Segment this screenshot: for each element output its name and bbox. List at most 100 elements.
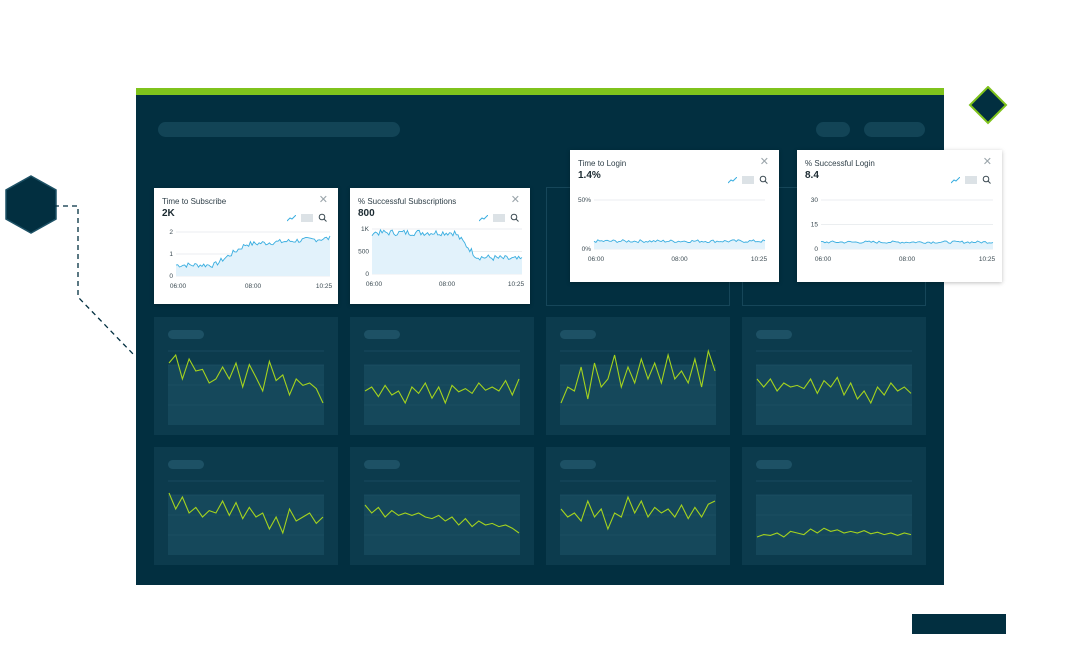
x-tick-label: 08:00 xyxy=(245,283,262,290)
zoom-icon[interactable] xyxy=(982,171,991,189)
close-icon[interactable]: ✕ xyxy=(982,156,992,168)
metric-card-successful-login[interactable]: 30 15 0 06:00 08:00 10:25 % Successful Login … xyxy=(797,150,1002,282)
line-chart-icon[interactable] xyxy=(950,171,961,189)
metric-card-time-to-login[interactable]: 50% 0% 06:00 08:00 10:25 Time to Login 1.4% … xyxy=(570,150,779,282)
y-tick-label: 0 xyxy=(814,246,818,253)
widget-placeholder[interactable] xyxy=(546,447,730,565)
header-button-placeholder[interactable] xyxy=(816,122,850,137)
series-line xyxy=(371,228,523,262)
bar-chart-icon[interactable] xyxy=(742,176,754,184)
y-tick-label: 1 xyxy=(169,251,173,258)
diamond-icon xyxy=(968,86,1008,125)
bar-chart-icon[interactable] xyxy=(965,176,977,184)
y-tick-label: 30 xyxy=(811,197,819,204)
widget-placeholder[interactable] xyxy=(154,317,338,435)
card-value: 1.4% xyxy=(578,170,601,181)
bar-chart-icon[interactable] xyxy=(493,214,505,222)
zoom-icon[interactable] xyxy=(759,171,768,189)
sparkline xyxy=(168,480,324,555)
line-chart-icon[interactable] xyxy=(478,209,489,227)
line-chart-icon[interactable] xyxy=(727,171,738,189)
x-tick-label: 08:00 xyxy=(439,281,456,288)
x-tick-label: 08:00 xyxy=(899,256,916,263)
y-tick-label: 0% xyxy=(582,246,592,253)
line-chart-icon[interactable] xyxy=(286,209,297,227)
area-fill xyxy=(372,229,522,274)
sparkline-path xyxy=(168,492,324,535)
sparkline xyxy=(756,350,912,425)
x-tick-label: 10:25 xyxy=(979,256,996,263)
bar-chart-icon[interactable] xyxy=(301,214,313,222)
sparkline-path xyxy=(168,353,324,404)
y-tick-label: 500 xyxy=(358,249,369,256)
widget-placeholder[interactable] xyxy=(154,447,338,565)
card-value: 800 xyxy=(358,208,375,219)
x-tick-label: 06:00 xyxy=(588,256,605,263)
sparkline xyxy=(560,480,716,555)
sparkline xyxy=(168,350,324,425)
widget-placeholder[interactable] xyxy=(350,447,534,565)
card-title: % Successful Login xyxy=(805,159,875,168)
zoom-icon[interactable] xyxy=(510,209,519,227)
header-button-placeholder[interactable] xyxy=(864,122,925,137)
widget-placeholder[interactable] xyxy=(742,317,926,435)
accent-bar xyxy=(136,88,944,95)
widget-placeholder[interactable] xyxy=(350,317,534,435)
x-tick-label: 06:00 xyxy=(170,283,187,290)
y-tick-label: 2 xyxy=(169,229,173,236)
sparkline-path xyxy=(364,378,520,405)
card-title: % Successful Subscriptions xyxy=(358,197,457,206)
x-tick-label: 06:00 xyxy=(815,256,832,263)
x-tick-label: 10:25 xyxy=(751,256,768,263)
label-placeholder xyxy=(364,460,400,469)
x-tick-label: 10:25 xyxy=(508,281,525,288)
card-title: Time to Login xyxy=(578,159,627,168)
widget-placeholder[interactable] xyxy=(742,447,926,565)
close-icon[interactable]: ✕ xyxy=(510,194,520,206)
area-fill xyxy=(821,240,993,249)
close-icon[interactable]: ✕ xyxy=(318,194,328,206)
x-tick-label: 06:00 xyxy=(366,281,383,288)
sparkline-path xyxy=(756,527,912,538)
label-placeholder xyxy=(560,330,596,339)
zoom-icon[interactable] xyxy=(318,209,327,227)
label-placeholder xyxy=(168,460,204,469)
series-line xyxy=(593,239,766,244)
label-placeholder xyxy=(756,460,792,469)
sparkline-path xyxy=(364,504,520,534)
area-chart: 50% 0% 06:00 08:00 10:25 xyxy=(578,197,768,263)
label-placeholder xyxy=(756,330,792,339)
label-placeholder xyxy=(560,460,596,469)
card-value: 8.4 xyxy=(805,170,819,181)
sparkline xyxy=(560,348,716,425)
label-placeholder xyxy=(364,330,400,339)
sparkline xyxy=(756,480,912,555)
metric-card-successful-subscriptions[interactable]: 1K 500 0 06:00 08:00 10:25 % Successful Subsc… xyxy=(350,188,530,304)
card-title: Time to Subscribe xyxy=(162,197,227,206)
hexagon-icon xyxy=(5,175,57,234)
y-tick-label: 1K xyxy=(361,226,370,233)
sparkline xyxy=(364,480,520,555)
title-placeholder xyxy=(158,122,400,137)
y-tick-label: 0 xyxy=(169,273,173,280)
series-line xyxy=(175,235,331,269)
y-tick-label: 0 xyxy=(365,271,369,278)
x-tick-label: 08:00 xyxy=(671,256,688,263)
sparkline-path xyxy=(560,348,716,404)
metric-card-time-to-subscribe[interactable]: 2 1 0 06:00 08:00 10:25 Time to Subscribe 2K … xyxy=(154,188,338,304)
dashed-connector xyxy=(54,205,135,356)
area-chart: 1K 500 0 06:00 08:00 10:25 xyxy=(358,226,525,288)
area-fill xyxy=(176,235,330,276)
label-placeholder xyxy=(168,330,204,339)
sparkline xyxy=(364,350,520,425)
sparkline-path xyxy=(756,376,912,405)
card-value: 2K xyxy=(162,208,175,219)
close-icon[interactable]: ✕ xyxy=(759,156,769,168)
y-tick-label: 50% xyxy=(578,197,591,204)
x-tick-label: 10:25 xyxy=(316,283,333,290)
footer-block xyxy=(912,614,1006,634)
area-chart: 30 15 0 06:00 08:00 10:25 xyxy=(811,197,996,263)
y-tick-label: 15 xyxy=(811,222,819,229)
widget-placeholder[interactable] xyxy=(546,317,730,435)
area-chart: 2 1 0 06:00 08:00 10:25 xyxy=(169,229,333,290)
